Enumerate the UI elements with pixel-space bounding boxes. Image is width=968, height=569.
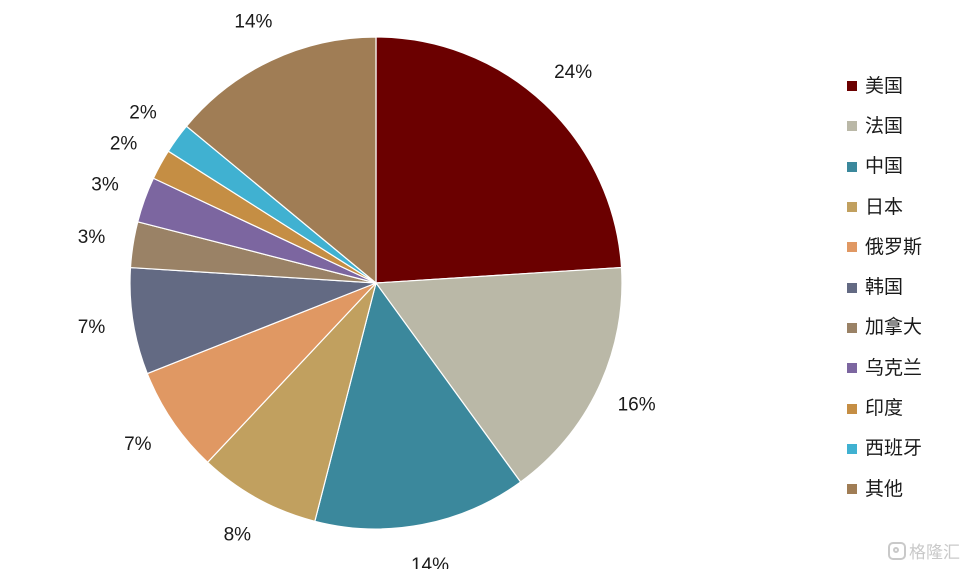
legend-item: 印度 xyxy=(847,388,957,428)
legend-swatch xyxy=(847,202,857,213)
legend-label: 俄罗斯 xyxy=(865,235,923,258)
slice-percent-label: 3% xyxy=(91,174,119,195)
legend-label: 韩国 xyxy=(865,276,904,299)
chart-legend: 美国法国中国日本俄罗斯韩国加拿大乌克兰印度西班牙其他 xyxy=(847,66,957,509)
legend-label: 法国 xyxy=(865,114,904,137)
legend-label: 印度 xyxy=(865,397,904,420)
legend-swatch xyxy=(847,242,857,253)
legend-swatch xyxy=(847,161,857,172)
slice-percent-label: 3% xyxy=(78,227,106,248)
watermark: 格隆汇 xyxy=(888,538,960,563)
percentage-labels: 24% 16% 14% 8% 7% 7% 3% 3% 2% 2% 14% xyxy=(78,11,656,569)
legend-swatch xyxy=(847,121,857,132)
watermark-text: 格隆汇 xyxy=(909,543,960,563)
legend-item: 加拿大 xyxy=(847,308,957,348)
slice-percent-label: 7% xyxy=(78,317,106,338)
legend-label: 美国 xyxy=(865,74,904,97)
slice-percent-label: 7% xyxy=(124,434,152,455)
legend-item: 俄罗斯 xyxy=(847,227,957,267)
legend-item: 其他 xyxy=(847,469,957,509)
legend-label: 乌克兰 xyxy=(865,356,923,379)
legend-swatch xyxy=(847,403,857,414)
legend-swatch xyxy=(847,443,857,454)
legend-item: 美国 xyxy=(847,66,957,106)
legend-item: 西班牙 xyxy=(847,429,957,469)
legend-swatch xyxy=(847,81,857,92)
legend-swatch xyxy=(847,363,857,374)
slice-percent-label: 24% xyxy=(554,62,592,83)
slice-percent-label: 14% xyxy=(234,11,272,32)
pie-slice-5 xyxy=(129,266,377,375)
slice-percent-label: 2% xyxy=(110,133,138,154)
legend-label: 中国 xyxy=(865,155,904,178)
legend-swatch xyxy=(847,322,857,333)
pie-slice-0 xyxy=(375,36,623,284)
legend-item: 法国 xyxy=(847,106,957,146)
legend-item: 韩国 xyxy=(847,267,957,307)
slice-percent-label: 16% xyxy=(618,395,656,416)
watermark-logo-icon xyxy=(888,541,906,560)
legend-label: 加拿大 xyxy=(865,316,923,339)
slice-percent-label: 14% xyxy=(411,555,449,569)
pie-slice-10 xyxy=(185,36,377,285)
slice-percent-label: 2% xyxy=(129,103,157,124)
pie-slice-4 xyxy=(146,282,377,464)
legend-label: 西班牙 xyxy=(865,437,923,460)
pie-slice-3 xyxy=(206,282,377,523)
slice-percent-label: 8% xyxy=(224,524,252,545)
legend-swatch xyxy=(847,484,857,495)
legend-item: 乌克兰 xyxy=(847,348,957,388)
legend-swatch xyxy=(847,282,857,293)
legend-item: 中国 xyxy=(847,147,957,187)
legend-item: 日本 xyxy=(847,187,957,227)
legend-label: 其他 xyxy=(865,477,904,500)
pie-slice-2 xyxy=(314,281,522,530)
pie-slices xyxy=(129,36,623,530)
legend-label: 日本 xyxy=(865,195,904,218)
pie-slice-1 xyxy=(374,266,623,483)
